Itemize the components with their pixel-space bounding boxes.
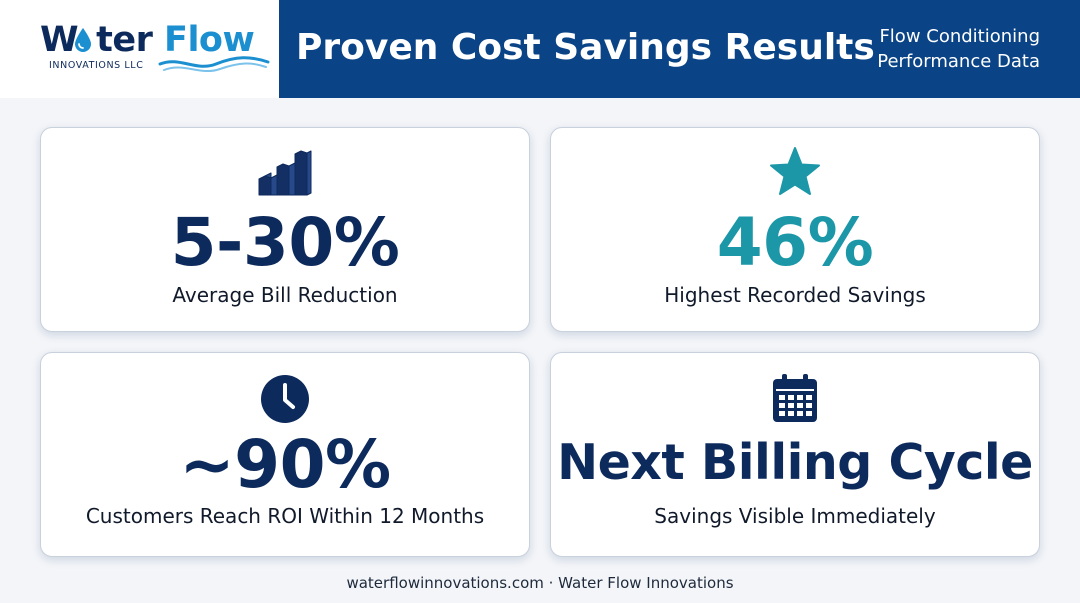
stat-value: 5-30% <box>170 204 400 281</box>
stat-value: 46% <box>716 204 874 281</box>
brand-name-part2: ter <box>96 20 153 60</box>
water-drop-icon <box>75 28 91 52</box>
star-icon <box>770 147 820 195</box>
footer-text: waterflowinnovations.com · Water Flow In… <box>346 574 734 592</box>
stat-label: Savings Visible Immediately <box>654 504 936 528</box>
bar-chart-icon <box>258 150 312 196</box>
brand-subtitle: INNOVATIONS LLC <box>49 60 144 71</box>
stat-label: Highest Recorded Savings <box>664 283 926 307</box>
header-band: Proven Cost Savings Results Flow Conditi… <box>279 0 1080 98</box>
header-subtitle: Flow Conditioning Performance Data <box>877 24 1040 74</box>
stat-value: ~90% <box>179 426 391 503</box>
stat-card-roi: ~90% Customers Reach ROI Within 12 Month… <box>40 352 530 557</box>
stat-label: Customers Reach ROI Within 12 Months <box>85 504 485 528</box>
calendar-icon <box>773 374 817 422</box>
brand-name-part3: Flow <box>164 20 255 60</box>
clock-icon <box>261 375 309 423</box>
wave-icon <box>158 56 270 72</box>
page-title: Proven Cost Savings Results <box>296 27 875 68</box>
stat-card-bill-reduction: 5-30% Average Bill Reduction <box>40 127 530 332</box>
stat-label: Average Bill Reduction <box>172 283 398 307</box>
brand-name-part1: W <box>40 20 79 60</box>
header-subtitle-line2: Performance Data <box>877 51 1040 72</box>
stat-value: Next Billing Cycle <box>557 434 1033 491</box>
stat-card-billing-cycle: Next Billing Cycle Savings Visible Immed… <box>550 352 1040 557</box>
stat-card-highest-savings: 46% Highest Recorded Savings <box>550 127 1040 332</box>
header-subtitle-line1: Flow Conditioning <box>879 26 1040 47</box>
